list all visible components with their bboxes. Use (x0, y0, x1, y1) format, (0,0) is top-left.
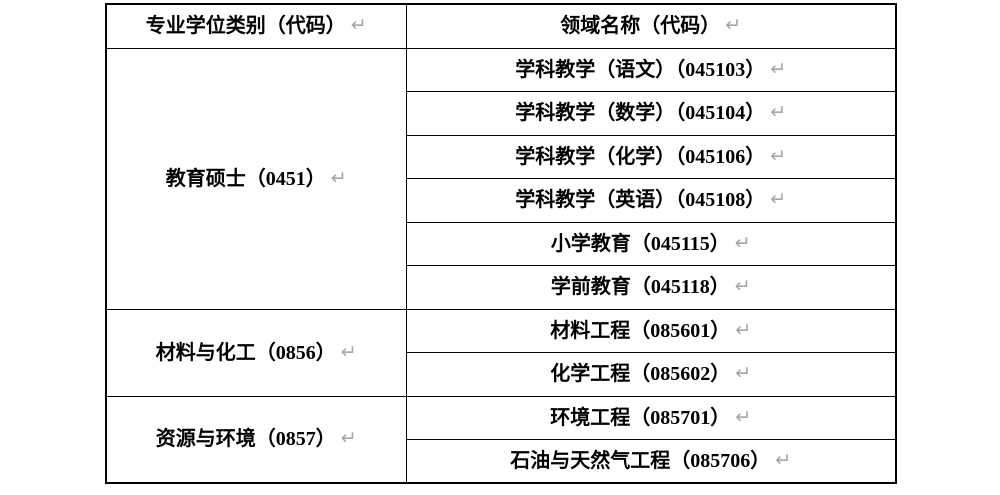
category-cell-0451: 教育硕士（0451） ↵ (105, 47, 407, 310)
header-field-label: 领域名称（代码） (560, 15, 721, 38)
line-break-mark-icon: ↵ (734, 275, 751, 298)
category-label: 材料与化工（0856） (155, 341, 336, 364)
field-cell: 化学工程（085602） ↵ (405, 352, 897, 397)
field-cell: 环境工程（085701） ↵ (405, 395, 897, 440)
field-label: 学科教学（数学）（045104） (515, 102, 766, 125)
line-break-mark-icon: ↵ (734, 231, 751, 254)
field-label: 学科教学（化学）（045106） (515, 145, 766, 168)
field-cell: 石油与天然气工程（085706） ↵ (405, 439, 897, 484)
field-label: 材料工程（085601） (550, 319, 731, 342)
header-cell-field: 领域名称（代码） ↵ (405, 3, 897, 49)
category-cell-0856: 材料与化工（0856） ↵ (105, 308, 407, 397)
table-row: 学科教学（英语）（045108） ↵ (106, 178, 897, 223)
table-row: 学科教学（化学）（045106） ↵ (106, 134, 897, 179)
category-label: 资源与环境（0857） (155, 428, 336, 451)
line-break-mark-icon: ↵ (350, 14, 367, 37)
field-label: 学科教学（英语）（045108） (515, 189, 766, 212)
field-cell: 学科教学（英语）（045108） ↵ (405, 178, 897, 223)
table-row: 材料与化工（0856） ↵ 材料工程（085601） ↵ (105, 308, 897, 397)
header-category-label: 专业学位类别（代码） (145, 15, 346, 38)
field-label: 石油与天然气工程（085706） (510, 450, 771, 472)
field-cell: 学科教学（化学）（045106） ↵ (405, 134, 897, 179)
field-cell: 学科教学（数学）（045104） ↵ (405, 91, 897, 136)
table-row: 教育硕士（0451） ↵ 学科教学（语文）（045103） ↵ (105, 47, 897, 310)
line-break-mark-icon: ↵ (735, 318, 752, 341)
line-break-mark-icon: ↵ (725, 14, 742, 37)
line-break-mark-icon: ↵ (770, 188, 787, 211)
field-cell: 材料工程（085601） ↵ (405, 308, 897, 353)
field-label: 小学教育（045115） (550, 232, 730, 255)
category-label: 教育硕士（0451） (165, 167, 326, 190)
field-label: 化学工程（085602） (550, 363, 731, 386)
line-break-mark-icon: ↵ (340, 427, 357, 450)
field-label: 学科教学（语文）（045103） (515, 58, 766, 81)
line-break-mark-icon: ↵ (770, 144, 787, 167)
field-cell: 学前教育（045118） ↵ (405, 265, 897, 310)
table-row: 小学教育（045115） ↵ (106, 221, 897, 266)
table-row: 资源与环境（0857） ↵ 环境工程（085701） ↵ (105, 395, 897, 484)
field-cell: 学科教学（语文）（045103） ↵ (405, 47, 897, 92)
line-break-mark-icon: ↵ (330, 166, 347, 189)
line-break-mark-icon: ↵ (770, 57, 787, 80)
line-break-mark-icon: ↵ (340, 340, 357, 363)
table-header-row: 专业学位类别（代码） ↵ 领域名称（代码） ↵ (105, 3, 897, 49)
category-cell-0857: 资源与环境（0857） ↵ (105, 395, 407, 484)
table-row: 学前教育（045118） ↵ (106, 265, 897, 310)
line-break-mark-icon: ↵ (735, 362, 752, 385)
field-cell: 小学教育（045115） ↵ (405, 221, 897, 266)
degree-fields-table: 专业学位类别（代码） ↵ 领域名称（代码） ↵ 教育硕士（0451） ↵ 学科教学（语… (105, 3, 897, 484)
table-row: 学科教学（数学）（045104） ↵ (106, 91, 897, 136)
field-label: 学前教育（045118） (550, 276, 730, 299)
line-break-mark-icon: ↵ (775, 449, 792, 471)
field-label: 环境工程（085701） (550, 406, 731, 429)
line-break-mark-icon: ↵ (735, 405, 752, 428)
line-break-mark-icon: ↵ (770, 101, 787, 124)
table-row: 石油与天然气工程（085706） ↵ (106, 439, 897, 484)
header-cell-category: 专业学位类别（代码） ↵ (105, 3, 407, 49)
